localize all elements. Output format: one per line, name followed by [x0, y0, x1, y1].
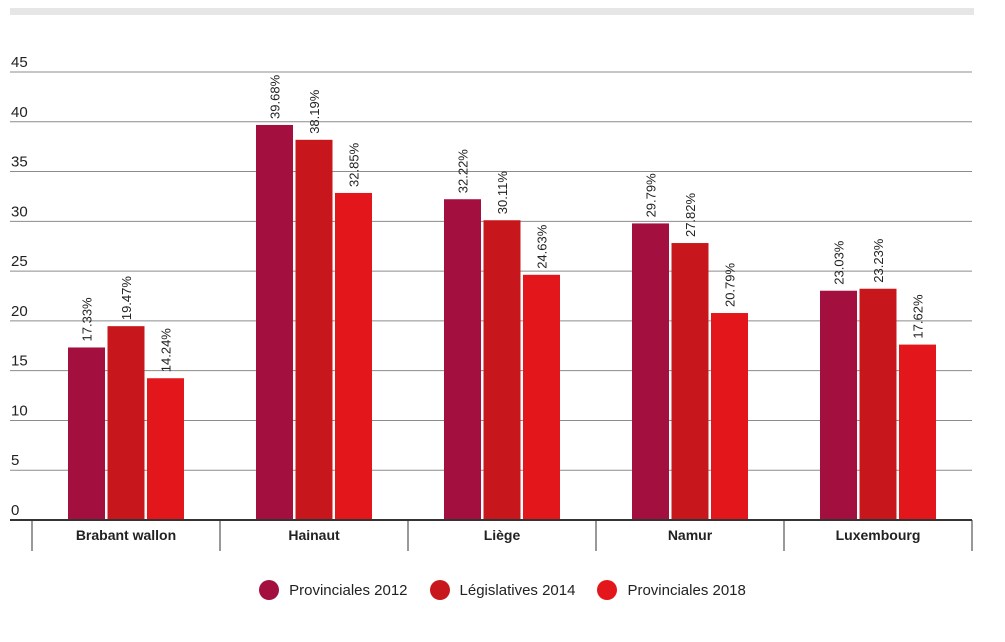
bar — [523, 274, 560, 520]
y-tick-label: 20 — [11, 303, 28, 320]
legend-swatch — [259, 580, 280, 600]
legend-label: Provinciales 2018 — [627, 581, 746, 599]
x-category-label: Brabant wallon — [76, 527, 176, 543]
data-labels: 17.33% 19.47% 14.24% 39.68% 38.19% 32.85% 32.2… — [80, 74, 926, 372]
y-tick-label: 30 — [11, 203, 28, 220]
legend-label: Provinciales 2012 — [289, 581, 408, 599]
data-label: 29.79% — [644, 173, 659, 218]
data-label: 17.62% — [911, 294, 926, 339]
y-tick-label: 25 — [11, 253, 28, 270]
data-label: 17.33% — [80, 297, 95, 342]
bar — [859, 288, 897, 520]
y-tick-label: 35 — [11, 154, 28, 171]
legend-item: Provinciales 2018 — [597, 580, 746, 600]
gridlines — [10, 71, 972, 471]
bar — [632, 223, 669, 520]
bar — [444, 199, 481, 520]
data-label: 20.79% — [723, 262, 738, 307]
bar — [295, 139, 333, 520]
bar — [256, 124, 293, 520]
x-category-label: Liège — [484, 527, 521, 543]
data-label: 32.22% — [456, 149, 471, 194]
legend: Provinciales 2012 Législatives 2014 Provin… — [0, 580, 1005, 600]
y-tick-label: 15 — [11, 353, 28, 370]
legend-swatch — [429, 580, 450, 600]
bar — [671, 243, 709, 520]
bar — [147, 378, 184, 520]
data-label: 14.24% — [159, 328, 174, 373]
data-label: 32.85% — [347, 142, 362, 187]
bar — [335, 192, 372, 520]
bar — [483, 220, 521, 520]
y-tick-label: 40 — [11, 104, 28, 121]
y-tick-label: 10 — [11, 402, 28, 419]
bar — [820, 290, 857, 520]
data-label: 24.63% — [535, 224, 550, 269]
bar — [107, 326, 145, 520]
data-label: 39.68% — [268, 74, 283, 119]
y-axis-ticks: 0 5 10 15 20 25 30 35 40 45 — [11, 54, 28, 519]
bar — [711, 313, 748, 520]
data-label: 30.11% — [495, 171, 510, 215]
bar-chart: 0 5 10 15 20 25 30 35 40 45 17.33% 19.47% 14.24% 39.… — [10, 54, 973, 551]
data-label: 23.03% — [832, 240, 847, 285]
x-category-label: Luxembourg — [836, 527, 921, 543]
y-tick-label: 45 — [11, 54, 28, 71]
data-label: 19.47% — [119, 276, 134, 321]
bar — [68, 347, 105, 520]
legend-swatch — [597, 580, 618, 600]
y-tick-label: 0 — [11, 502, 19, 519]
y-tick-label: 5 — [11, 452, 19, 469]
bar — [899, 344, 936, 520]
x-axis: Brabant wallon Hainaut Liège Namur Luxembour… — [10, 519, 973, 551]
data-label: 27.82% — [683, 193, 698, 238]
x-category-label: Hainaut — [288, 527, 340, 543]
data-label: 23.23% — [871, 238, 886, 283]
x-category-label: Namur — [668, 527, 713, 543]
top-bar — [10, 8, 974, 15]
bars — [68, 124, 936, 520]
legend-item: Législatives 2014 — [429, 580, 576, 600]
data-label: 38.19% — [307, 89, 322, 134]
legend-item: Provinciales 2012 — [259, 580, 408, 600]
legend-label: Législatives 2014 — [459, 581, 576, 599]
